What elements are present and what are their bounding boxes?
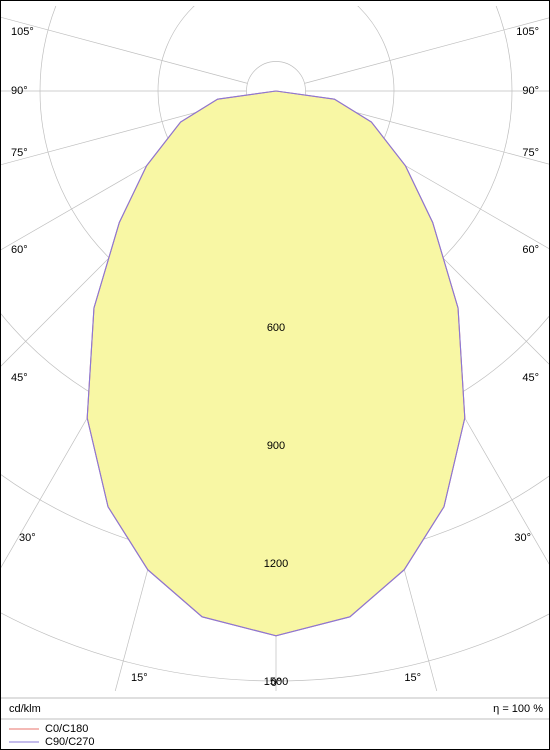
angle-label: 75°	[522, 147, 539, 159]
footer-right-label: η = 100 %	[493, 703, 543, 715]
angle-label: 15°	[404, 672, 421, 684]
angle-label: 60°	[11, 244, 28, 256]
polar-chart: 60090012001500105°90°75°60°45°30°15°0°15…	[0, 0, 550, 750]
distribution-fill	[87, 91, 465, 636]
angle-label: 75°	[11, 147, 28, 159]
legend-label: C90/C270	[45, 736, 95, 748]
angle-ray	[304, 1, 549, 83]
angle-label: 30°	[514, 532, 531, 544]
radial-label: 600	[267, 322, 285, 334]
angle-label: 30°	[19, 532, 36, 544]
angle-label: 60°	[522, 244, 539, 256]
polar-svg: 60090012001500105°90°75°60°45°30°15°0°15…	[1, 1, 549, 749]
footer-left-label: cd/klm	[9, 703, 41, 715]
angle-label: 90°	[11, 85, 28, 97]
angle-label: 45°	[11, 372, 28, 384]
angle-label: 45°	[522, 372, 539, 384]
radial-label: 1200	[264, 558, 288, 570]
angle-label: 0°	[271, 677, 282, 689]
radial-label: 900	[267, 440, 285, 452]
angle-label: 105°	[516, 26, 539, 38]
angle-label: 15°	[131, 672, 148, 684]
legend-label: C0/C180	[45, 723, 88, 735]
angle-ray	[1, 1, 248, 83]
angle-label: 105°	[11, 26, 34, 38]
angle-label: 90°	[522, 85, 539, 97]
